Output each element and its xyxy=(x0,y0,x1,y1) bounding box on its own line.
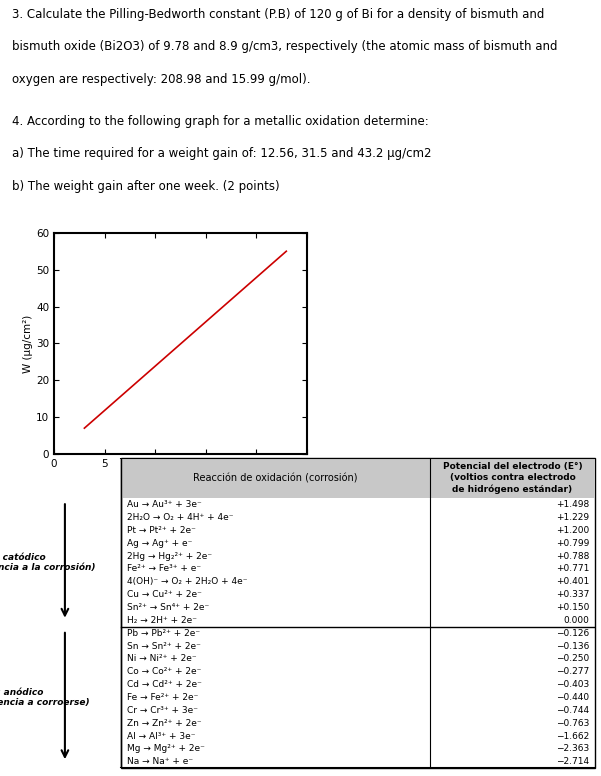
Text: +0.401: +0.401 xyxy=(556,577,589,587)
X-axis label: Tiempo en horas: Tiempo en horas xyxy=(134,474,227,484)
Text: −2.363: −2.363 xyxy=(556,744,589,753)
Text: −0.136: −0.136 xyxy=(556,642,589,650)
Text: −1.662: −1.662 xyxy=(556,732,589,740)
Y-axis label: W (μg/cm²): W (μg/cm²) xyxy=(23,314,33,372)
Text: Más catódico
(menos tendencia a la corrosión): Más catódico (menos tendencia a la corro… xyxy=(0,553,96,572)
Text: Fe → Fe²⁺ + 2e⁻: Fe → Fe²⁺ + 2e⁻ xyxy=(127,693,198,702)
Text: Sn²⁺ → Sn⁴⁺ + 2e⁻: Sn²⁺ → Sn⁴⁺ + 2e⁻ xyxy=(127,603,209,612)
Text: 4. According to the following graph for a metallic oxidation determine:: 4. According to the following graph for … xyxy=(12,115,429,127)
Text: Cu → Cu²⁺ + 2e⁻: Cu → Cu²⁺ + 2e⁻ xyxy=(127,590,201,599)
Text: Reacción de oxidación (corrosión): Reacción de oxidación (corrosión) xyxy=(193,473,358,483)
Text: Mg → Mg²⁺ + 2e⁻: Mg → Mg²⁺ + 2e⁻ xyxy=(127,744,204,753)
Text: Potencial del electrodo (E°)
(voltios contra electrodo
de hidrógeno estándar): Potencial del electrodo (E°) (voltios co… xyxy=(443,462,582,494)
Text: −0.126: −0.126 xyxy=(556,629,589,638)
Text: Cr → Cr³⁺ + 3e⁻: Cr → Cr³⁺ + 3e⁻ xyxy=(127,706,198,715)
Text: −2.714: −2.714 xyxy=(556,757,589,767)
Text: −0.744: −0.744 xyxy=(556,706,589,715)
Text: +1.200: +1.200 xyxy=(556,526,589,535)
Bar xyxy=(121,458,595,768)
Text: +1.498: +1.498 xyxy=(556,500,589,509)
Text: −0.250: −0.250 xyxy=(556,654,589,663)
Bar xyxy=(121,458,595,498)
Text: 4(OH)⁻ → O₂ + 2H₂O + 4e⁻: 4(OH)⁻ → O₂ + 2H₂O + 4e⁻ xyxy=(127,577,247,587)
Text: Fe²⁺ → Fe³⁺ + e⁻: Fe²⁺ → Fe³⁺ + e⁻ xyxy=(127,564,201,573)
Text: Pb → Pb²⁺ + 2e⁻: Pb → Pb²⁺ + 2e⁻ xyxy=(127,629,200,638)
Text: 2Hg → Hg₂²⁺ + 2e⁻: 2Hg → Hg₂²⁺ + 2e⁻ xyxy=(127,552,212,560)
Text: Pt → Pt²⁺ + 2e⁻: Pt → Pt²⁺ + 2e⁻ xyxy=(127,526,196,535)
Text: −0.403: −0.403 xyxy=(556,680,589,689)
Text: 2H₂O → O₂ + 4H⁺ + 4e⁻: 2H₂O → O₂ + 4H⁺ + 4e⁻ xyxy=(127,513,233,522)
Text: Sn → Sn²⁺ + 2e⁻: Sn → Sn²⁺ + 2e⁻ xyxy=(127,642,201,650)
Text: +0.337: +0.337 xyxy=(556,590,589,599)
Text: Na → Na⁺ + e⁻: Na → Na⁺ + e⁻ xyxy=(127,757,193,767)
Text: Al → Al³⁺ + 3e⁻: Al → Al³⁺ + 3e⁻ xyxy=(127,732,195,740)
Text: +0.150: +0.150 xyxy=(556,603,589,612)
Text: a) The time required for a weight gain of: 12.56, 31.5 and 43.2 μg/cm2: a) The time required for a weight gain o… xyxy=(12,147,432,160)
Text: Más anódico
(mayor tendencia a corroerse): Más anódico (mayor tendencia a corroerse… xyxy=(0,688,89,707)
Text: b) The weight gain after one week. (2 points): b) The weight gain after one week. (2 po… xyxy=(12,179,279,192)
Text: +0.799: +0.799 xyxy=(556,539,589,548)
Text: bismuth oxide (Bi2O3) of 9.78 and 8.9 g/cm3, respectively (the atomic mass of bi: bismuth oxide (Bi2O3) of 9.78 and 8.9 g/… xyxy=(12,40,558,54)
Text: H₂ → 2H⁺ + 2e⁻: H₂ → 2H⁺ + 2e⁻ xyxy=(127,616,197,625)
Text: +1.229: +1.229 xyxy=(556,513,589,522)
Text: Au → Au³⁺ + 3e⁻: Au → Au³⁺ + 3e⁻ xyxy=(127,500,201,509)
Text: 3. Calculate the Pilling-Bedworth constant (P.B) of 120 g of Bi for a density of: 3. Calculate the Pilling-Bedworth consta… xyxy=(12,8,545,21)
Text: −0.277: −0.277 xyxy=(556,667,589,677)
Text: Ni → Ni²⁺ + 2e⁻: Ni → Ni²⁺ + 2e⁻ xyxy=(127,654,197,663)
Text: Cd → Cd²⁺ + 2e⁻: Cd → Cd²⁺ + 2e⁻ xyxy=(127,680,201,689)
Text: +0.771: +0.771 xyxy=(556,564,589,573)
Text: Zn → Zn²⁺ + 2e⁻: Zn → Zn²⁺ + 2e⁻ xyxy=(127,719,201,728)
Text: oxygen are respectively: 208.98 and 15.99 g/mol).: oxygen are respectively: 208.98 and 15.9… xyxy=(12,73,311,85)
Text: Co → Co²⁺ + 2e⁻: Co → Co²⁺ + 2e⁻ xyxy=(127,667,201,677)
Text: 0.000: 0.000 xyxy=(563,616,589,625)
Text: −0.440: −0.440 xyxy=(556,693,589,702)
Text: −0.763: −0.763 xyxy=(556,719,589,728)
Text: Ag → Ag⁺ + e⁻: Ag → Ag⁺ + e⁻ xyxy=(127,539,192,548)
Text: +0.788: +0.788 xyxy=(556,552,589,560)
